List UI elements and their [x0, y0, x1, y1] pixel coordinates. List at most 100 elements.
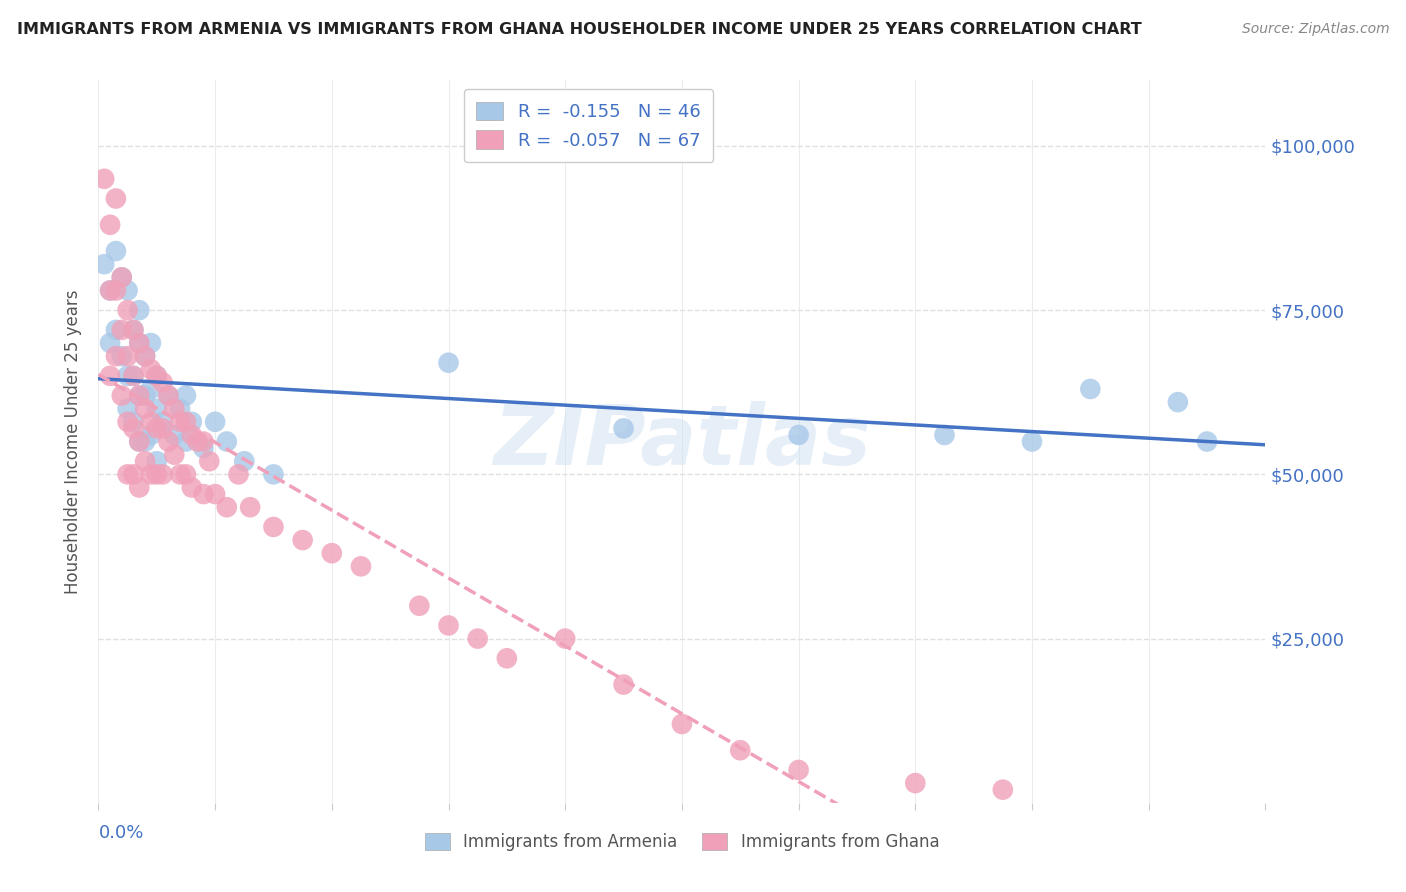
Point: [408, 599, 430, 613]
Point: [157, 388, 180, 402]
Point: [193, 434, 215, 449]
Point: [787, 763, 810, 777]
Point: [193, 441, 215, 455]
Point: [215, 434, 238, 449]
Point: [180, 415, 202, 429]
Point: [117, 349, 139, 363]
Point: [128, 434, 150, 449]
Point: [104, 244, 127, 258]
Point: [904, 776, 927, 790]
Point: [233, 454, 256, 468]
Text: 0.0%: 0.0%: [98, 824, 143, 842]
Point: [730, 743, 752, 757]
Point: [787, 428, 810, 442]
Point: [180, 428, 202, 442]
Point: [174, 467, 197, 482]
Point: [134, 454, 156, 468]
Point: [152, 376, 174, 390]
Point: [122, 421, 145, 435]
Point: [122, 368, 145, 383]
Point: [262, 467, 284, 482]
Point: [204, 415, 226, 429]
Point: [467, 632, 489, 646]
Point: [157, 434, 180, 449]
Point: [104, 192, 127, 206]
Point: [111, 270, 134, 285]
Point: [157, 388, 180, 402]
Point: [1195, 434, 1218, 449]
Point: [1080, 382, 1102, 396]
Point: [187, 434, 209, 449]
Point: [117, 467, 139, 482]
Point: [174, 388, 197, 402]
Point: [350, 559, 373, 574]
Point: [117, 368, 139, 383]
Point: [128, 336, 150, 351]
Point: [496, 651, 519, 665]
Point: [169, 415, 191, 429]
Point: [169, 467, 191, 482]
Point: [174, 415, 197, 429]
Point: [122, 323, 145, 337]
Point: [122, 368, 145, 383]
Point: [111, 388, 134, 402]
Point: [146, 421, 169, 435]
Point: [117, 303, 139, 318]
Y-axis label: Householder Income Under 25 years: Householder Income Under 25 years: [65, 289, 83, 594]
Point: [146, 368, 169, 383]
Text: IMMIGRANTS FROM ARMENIA VS IMMIGRANTS FROM GHANA HOUSEHOLDER INCOME UNDER 25 YEA: IMMIGRANTS FROM ARMENIA VS IMMIGRANTS FR…: [17, 22, 1142, 37]
Point: [128, 434, 150, 449]
Point: [228, 467, 250, 482]
Point: [180, 481, 202, 495]
Point: [139, 336, 162, 351]
Point: [134, 434, 156, 449]
Point: [128, 303, 150, 318]
Point: [104, 323, 127, 337]
Point: [98, 284, 121, 298]
Point: [239, 500, 262, 515]
Point: [163, 428, 186, 442]
Point: [139, 428, 162, 442]
Point: [139, 382, 162, 396]
Point: [93, 171, 115, 186]
Point: [291, 533, 314, 547]
Point: [321, 546, 343, 560]
Point: [262, 520, 284, 534]
Point: [146, 368, 169, 383]
Point: [122, 323, 145, 337]
Point: [671, 717, 693, 731]
Point: [93, 257, 115, 271]
Point: [554, 632, 576, 646]
Point: [128, 388, 150, 402]
Legend: Immigrants from Armenia, Immigrants from Ghana: Immigrants from Armenia, Immigrants from…: [416, 825, 948, 860]
Point: [128, 388, 150, 402]
Point: [437, 356, 460, 370]
Point: [204, 487, 226, 501]
Point: [104, 284, 127, 298]
Point: [198, 454, 221, 468]
Point: [163, 401, 186, 416]
Text: ZIPatlas: ZIPatlas: [494, 401, 870, 482]
Point: [152, 421, 174, 435]
Point: [98, 218, 121, 232]
Point: [117, 415, 139, 429]
Point: [169, 401, 191, 416]
Point: [98, 368, 121, 383]
Point: [128, 481, 150, 495]
Point: [1167, 395, 1189, 409]
Point: [152, 415, 174, 429]
Point: [146, 454, 169, 468]
Point: [134, 349, 156, 363]
Point: [193, 487, 215, 501]
Point: [163, 448, 186, 462]
Point: [134, 388, 156, 402]
Point: [146, 401, 169, 416]
Point: [146, 467, 169, 482]
Point: [1021, 434, 1043, 449]
Point: [437, 618, 460, 632]
Point: [104, 349, 127, 363]
Point: [122, 467, 145, 482]
Point: [111, 349, 134, 363]
Point: [117, 284, 139, 298]
Point: [139, 415, 162, 429]
